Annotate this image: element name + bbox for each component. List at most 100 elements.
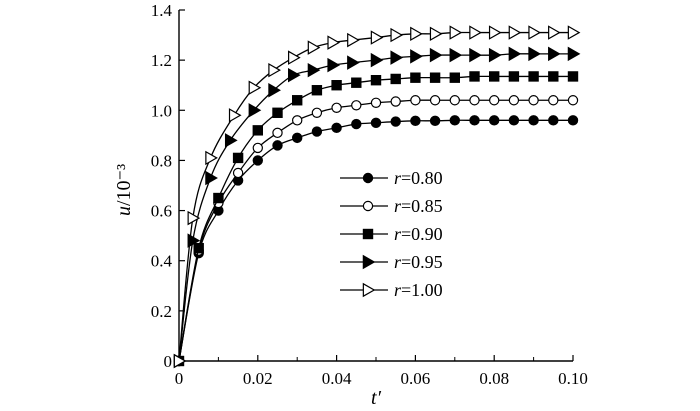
data-point (292, 115, 303, 126)
data-point (311, 126, 323, 137)
data-point (469, 47, 482, 63)
x-tick-label: 0.04 (322, 369, 352, 388)
series-r=1.00 (173, 25, 581, 369)
data-point (213, 192, 224, 204)
legend-var: r (394, 224, 402, 244)
data-point (548, 25, 561, 40)
data-point (272, 107, 283, 118)
data-point (469, 25, 482, 40)
data-point (288, 50, 301, 65)
data-point (351, 118, 362, 130)
legend-marker (362, 172, 374, 184)
data-point (390, 27, 404, 43)
data-point (508, 46, 522, 62)
series-r=0.90 (173, 71, 579, 367)
data-point (268, 82, 281, 98)
y-tick-label: 0.8 (151, 151, 172, 170)
data-point (410, 49, 423, 64)
legend-label: r=0.80 (394, 168, 443, 188)
data-point (469, 95, 480, 106)
data-point (292, 95, 303, 106)
legend-marker (362, 228, 374, 240)
data-point (528, 71, 539, 82)
legend-item: r=0.80 (340, 168, 443, 188)
data-point (429, 26, 443, 42)
legend-value: =0.95 (401, 252, 443, 272)
series-line (178, 99, 573, 362)
data-point (347, 32, 360, 48)
x-axis-title: t′ (371, 387, 382, 409)
data-point (410, 26, 423, 42)
legend-label: r=0.90 (394, 224, 443, 244)
data-point (449, 25, 463, 40)
data-point (331, 122, 342, 134)
data-point (528, 46, 542, 62)
data-point (508, 71, 520, 82)
data-point (228, 108, 242, 123)
legend-value: =0.90 (401, 224, 443, 244)
data-point (224, 133, 238, 148)
data-point (370, 52, 384, 68)
data-point (252, 125, 263, 136)
data-point (327, 35, 341, 50)
legend-item: r=1.00 (340, 280, 443, 300)
data-point (232, 167, 244, 179)
legend-marker (362, 282, 376, 298)
data-point (311, 107, 323, 118)
data-point (268, 62, 281, 78)
data-point (390, 96, 401, 107)
y-tick-label: 1.2 (151, 51, 172, 70)
legend: r=0.80r=0.85r=0.90r=0.95r=1.00 (340, 168, 443, 300)
legend-item: r=0.95 (340, 252, 443, 272)
legend-var: r (394, 196, 402, 216)
data-point (370, 74, 382, 86)
data-point (528, 115, 539, 126)
data-point (288, 67, 301, 83)
data-point (248, 80, 262, 95)
x-tick-label: 0.10 (558, 369, 588, 388)
series-r=0.85 (173, 95, 579, 367)
data-point (508, 95, 520, 106)
y-ticks: 0 0.2 0.4 0.6 0.8 1.0 1.2 1.4 (151, 1, 185, 371)
data-point (331, 80, 342, 91)
data-point (429, 47, 443, 63)
data-point (508, 25, 522, 40)
legend-item: r=0.90 (340, 224, 443, 244)
data-point (449, 47, 463, 63)
data-point (410, 95, 421, 106)
y-tick-label: 0.2 (151, 302, 172, 321)
x-ticks: 0 0.02 0.04 0.06 0.08 0.10 (175, 355, 588, 388)
data-point (410, 115, 421, 127)
data-point (390, 116, 401, 127)
data-point (548, 95, 559, 106)
data-point (351, 77, 362, 88)
legend-value: =0.85 (401, 196, 443, 216)
legend-var: r (394, 168, 402, 188)
data-point (370, 117, 382, 129)
data-point (469, 115, 480, 126)
series-layer (173, 25, 581, 369)
data-point (390, 73, 401, 85)
data-point (449, 95, 460, 106)
data-point (567, 71, 579, 82)
data-point (508, 115, 520, 126)
data-point (488, 25, 502, 40)
data-point (351, 100, 362, 111)
data-point (548, 115, 559, 126)
data-point (187, 210, 201, 226)
legend-label: r=0.85 (394, 196, 443, 216)
x-tick-label: 0 (175, 369, 184, 388)
data-point (311, 85, 323, 96)
data-point (548, 71, 559, 82)
data-point (489, 95, 500, 106)
legend-marker (362, 200, 374, 212)
legend-value: =1.00 (401, 280, 443, 300)
data-point (528, 95, 539, 106)
series-r=0.95 (173, 46, 581, 369)
data-point (370, 97, 382, 108)
data-point (272, 140, 283, 151)
data-point (272, 127, 283, 139)
data-point (469, 71, 480, 82)
